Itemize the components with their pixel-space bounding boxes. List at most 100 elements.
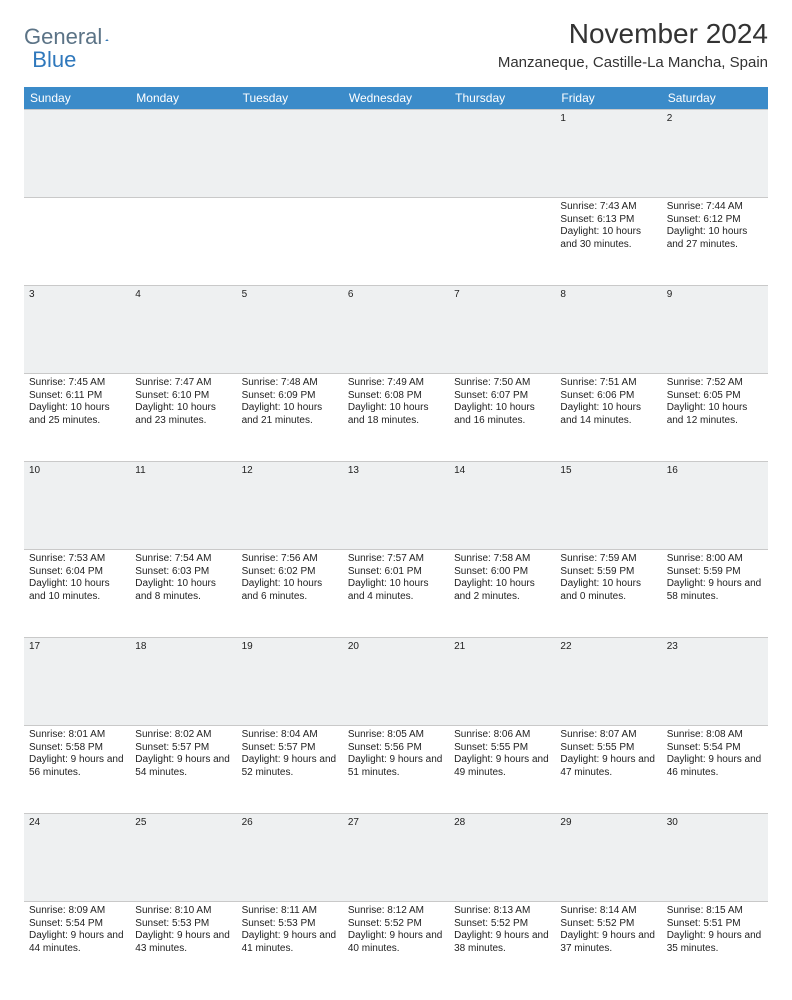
month-title: November 2024 xyxy=(498,18,768,50)
daylight-text: Daylight: 10 hours and 16 minutes. xyxy=(454,402,550,427)
day-number-cell xyxy=(130,110,236,198)
day-number-cell: 3 xyxy=(24,286,130,374)
sunset-text: Sunset: 6:04 PM xyxy=(29,566,125,579)
day-cell: Sunrise: 7:52 AMSunset: 6:05 PMDaylight:… xyxy=(662,374,768,462)
sunset-text: Sunset: 6:07 PM xyxy=(454,390,550,403)
day-cell: Sunrise: 7:57 AMSunset: 6:01 PMDaylight:… xyxy=(343,550,449,638)
sunset-text: Sunset: 5:53 PM xyxy=(135,918,231,931)
day-cell: Sunrise: 7:48 AMSunset: 6:09 PMDaylight:… xyxy=(237,374,343,462)
day-number-cell: 1 xyxy=(555,110,661,198)
day-cell xyxy=(237,198,343,286)
day-cell: Sunrise: 7:54 AMSunset: 6:03 PMDaylight:… xyxy=(130,550,236,638)
sunset-text: Sunset: 5:58 PM xyxy=(29,742,125,755)
daylight-text: Daylight: 10 hours and 21 minutes. xyxy=(242,402,338,427)
daylight-text: Daylight: 10 hours and 27 minutes. xyxy=(667,226,763,251)
sunrise-text: Sunrise: 7:51 AM xyxy=(560,377,656,390)
weekday-header: Sunday xyxy=(24,87,130,110)
sunset-text: Sunset: 5:52 PM xyxy=(348,918,444,931)
day-cell: Sunrise: 7:51 AMSunset: 6:06 PMDaylight:… xyxy=(555,374,661,462)
sunrise-text: Sunrise: 7:48 AM xyxy=(242,377,338,390)
sunset-text: Sunset: 6:11 PM xyxy=(29,390,125,403)
day-cell: Sunrise: 8:14 AMSunset: 5:52 PMDaylight:… xyxy=(555,902,661,990)
day-cell: Sunrise: 8:13 AMSunset: 5:52 PMDaylight:… xyxy=(449,902,555,990)
brand-text-blue: Blue xyxy=(32,47,76,73)
sunrise-text: Sunrise: 7:47 AM xyxy=(135,377,231,390)
sunset-text: Sunset: 5:57 PM xyxy=(135,742,231,755)
calendar-table: SundayMondayTuesdayWednesdayThursdayFrid… xyxy=(24,87,768,990)
sunset-text: Sunset: 6:13 PM xyxy=(560,214,656,227)
sunrise-text: Sunrise: 7:56 AM xyxy=(242,553,338,566)
sunset-text: Sunset: 6:08 PM xyxy=(348,390,444,403)
sunrise-text: Sunrise: 8:14 AM xyxy=(560,905,656,918)
day-cell: Sunrise: 8:10 AMSunset: 5:53 PMDaylight:… xyxy=(130,902,236,990)
day-cell xyxy=(343,198,449,286)
day-cell: Sunrise: 7:45 AMSunset: 6:11 PMDaylight:… xyxy=(24,374,130,462)
sunset-text: Sunset: 6:12 PM xyxy=(667,214,763,227)
daylight-text: Daylight: 10 hours and 8 minutes. xyxy=(135,578,231,603)
day-number-cell: 17 xyxy=(24,638,130,726)
weekday-header: Tuesday xyxy=(237,87,343,110)
day-cell: Sunrise: 8:00 AMSunset: 5:59 PMDaylight:… xyxy=(662,550,768,638)
sunrise-text: Sunrise: 8:09 AM xyxy=(29,905,125,918)
sunrise-text: Sunrise: 8:06 AM xyxy=(454,729,550,742)
day-cell: Sunrise: 7:56 AMSunset: 6:02 PMDaylight:… xyxy=(237,550,343,638)
weekday-header: Thursday xyxy=(449,87,555,110)
day-number-cell: 13 xyxy=(343,462,449,550)
day-number-cell: 9 xyxy=(662,286,768,374)
weekday-header: Friday xyxy=(555,87,661,110)
sunrise-text: Sunrise: 7:54 AM xyxy=(135,553,231,566)
daylight-text: Daylight: 9 hours and 51 minutes. xyxy=(348,754,444,779)
sunset-text: Sunset: 6:06 PM xyxy=(560,390,656,403)
day-number-cell xyxy=(24,110,130,198)
daylight-text: Daylight: 10 hours and 6 minutes. xyxy=(242,578,338,603)
day-number-cell xyxy=(237,110,343,198)
daylight-text: Daylight: 10 hours and 2 minutes. xyxy=(454,578,550,603)
sunset-text: Sunset: 5:55 PM xyxy=(560,742,656,755)
sunrise-text: Sunrise: 7:50 AM xyxy=(454,377,550,390)
day-cell: Sunrise: 8:05 AMSunset: 5:56 PMDaylight:… xyxy=(343,726,449,814)
daylight-text: Daylight: 9 hours and 56 minutes. xyxy=(29,754,125,779)
day-number-cell xyxy=(449,110,555,198)
day-number-cell: 29 xyxy=(555,814,661,902)
sunrise-text: Sunrise: 8:12 AM xyxy=(348,905,444,918)
day-number-cell: 23 xyxy=(662,638,768,726)
day-cell xyxy=(130,198,236,286)
daylight-text: Daylight: 9 hours and 49 minutes. xyxy=(454,754,550,779)
sunset-text: Sunset: 5:52 PM xyxy=(454,918,550,931)
daylight-text: Daylight: 9 hours and 40 minutes. xyxy=(348,930,444,955)
daylight-text: Daylight: 9 hours and 43 minutes. xyxy=(135,930,231,955)
sunset-text: Sunset: 6:02 PM xyxy=(242,566,338,579)
daylight-text: Daylight: 9 hours and 52 minutes. xyxy=(242,754,338,779)
sunrise-text: Sunrise: 8:05 AM xyxy=(348,729,444,742)
day-number-cell: 15 xyxy=(555,462,661,550)
daylight-text: Daylight: 9 hours and 35 minutes. xyxy=(667,930,763,955)
day-cell: Sunrise: 7:43 AMSunset: 6:13 PMDaylight:… xyxy=(555,198,661,286)
day-number-cell xyxy=(343,110,449,198)
daylight-text: Daylight: 10 hours and 10 minutes. xyxy=(29,578,125,603)
sunset-text: Sunset: 6:03 PM xyxy=(135,566,231,579)
day-cell: Sunrise: 8:06 AMSunset: 5:55 PMDaylight:… xyxy=(449,726,555,814)
sunrise-text: Sunrise: 7:53 AM xyxy=(29,553,125,566)
day-number-cell: 14 xyxy=(449,462,555,550)
day-number-cell: 27 xyxy=(343,814,449,902)
day-cell: Sunrise: 7:49 AMSunset: 6:08 PMDaylight:… xyxy=(343,374,449,462)
sunset-text: Sunset: 6:10 PM xyxy=(135,390,231,403)
weekday-header: Saturday xyxy=(662,87,768,110)
day-number-cell: 5 xyxy=(237,286,343,374)
day-cell xyxy=(449,198,555,286)
weekday-header: Wednesday xyxy=(343,87,449,110)
location-text: Manzaneque, Castille-La Mancha, Spain xyxy=(498,54,768,71)
day-number-cell: 8 xyxy=(555,286,661,374)
sunrise-text: Sunrise: 8:02 AM xyxy=(135,729,231,742)
daylight-text: Daylight: 9 hours and 47 minutes. xyxy=(560,754,656,779)
day-cell: Sunrise: 7:44 AMSunset: 6:12 PMDaylight:… xyxy=(662,198,768,286)
sunset-text: Sunset: 5:54 PM xyxy=(29,918,125,931)
sunrise-text: Sunrise: 7:52 AM xyxy=(667,377,763,390)
sunrise-text: Sunrise: 8:08 AM xyxy=(667,729,763,742)
sunset-text: Sunset: 5:59 PM xyxy=(667,566,763,579)
day-number-cell: 18 xyxy=(130,638,236,726)
daylight-text: Daylight: 10 hours and 14 minutes. xyxy=(560,402,656,427)
sunset-text: Sunset: 6:01 PM xyxy=(348,566,444,579)
day-cell: Sunrise: 7:59 AMSunset: 5:59 PMDaylight:… xyxy=(555,550,661,638)
day-cell: Sunrise: 8:11 AMSunset: 5:53 PMDaylight:… xyxy=(237,902,343,990)
